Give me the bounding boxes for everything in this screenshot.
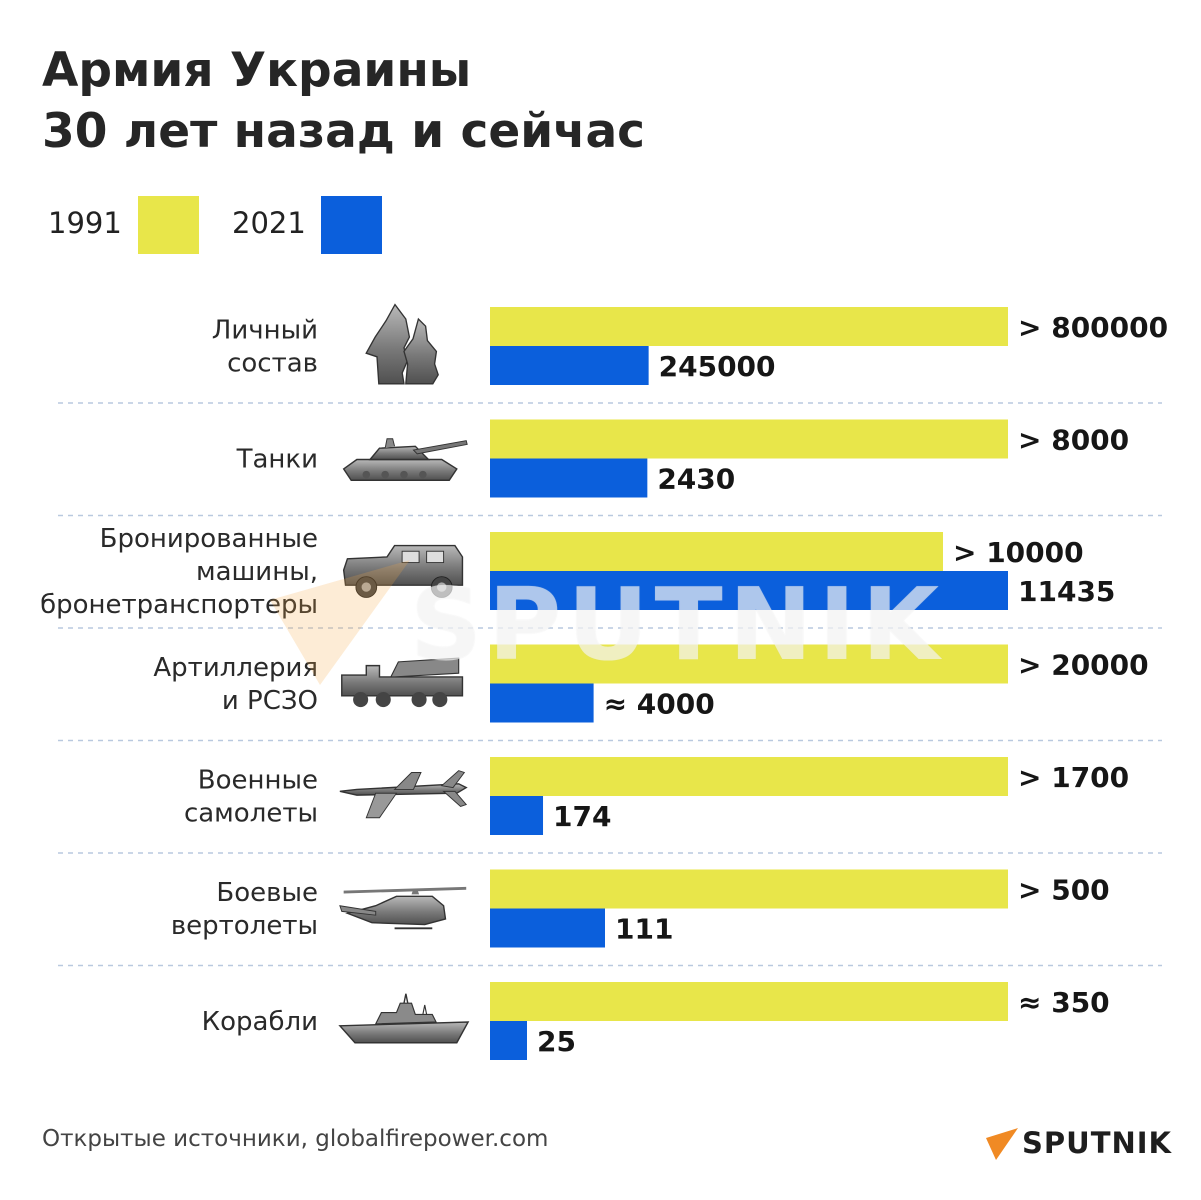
bar-1991 bbox=[490, 419, 1008, 459]
bar-2021 bbox=[490, 571, 1008, 610]
category-label: Военные самолеты bbox=[184, 766, 318, 829]
sputnik-arrow-icon bbox=[986, 1128, 1018, 1160]
category-label: Танки bbox=[236, 445, 318, 475]
value-label-1991: > 8000 bbox=[1018, 424, 1129, 457]
category-label-line: бронетранспортеры bbox=[40, 590, 318, 620]
category-label-line: Личный bbox=[212, 316, 318, 346]
bar-1991 bbox=[490, 757, 1008, 796]
category-label: Корабли bbox=[202, 1007, 318, 1037]
legend-swatch-1991 bbox=[138, 196, 199, 254]
brand-text: SPUTNIK bbox=[1022, 1126, 1173, 1160]
category-label: Боевые вертолеты bbox=[171, 878, 318, 941]
value-label-2021: ≈ 4000 bbox=[604, 688, 715, 721]
chart-row: Корабли ≈ 350 25 bbox=[202, 982, 1110, 1060]
chart-title: Армия Украины 30 лет назад и сейчас bbox=[42, 40, 645, 162]
category-label-line: Артиллерия bbox=[153, 653, 318, 683]
ship-icon bbox=[339, 992, 469, 1044]
value-label-2021: 2430 bbox=[657, 463, 735, 496]
source-note: Открытые источники, globalfirepower.com bbox=[42, 1126, 549, 1152]
category-label-line: Корабли bbox=[202, 1007, 318, 1037]
value-label-2021: 174 bbox=[553, 800, 611, 833]
armored-vehicle-icon bbox=[342, 544, 464, 599]
bar-2021 bbox=[490, 1021, 527, 1060]
category-label-line: и РСЗО bbox=[222, 686, 318, 716]
tank-icon bbox=[342, 437, 468, 482]
helicopter-icon bbox=[338, 885, 468, 930]
value-label-1991: > 800000 bbox=[1018, 311, 1168, 344]
value-label-1991: > 20000 bbox=[1018, 649, 1149, 682]
category-label: Бронированные машины, бронетранспортеры bbox=[40, 524, 318, 620]
bar-2021 bbox=[490, 796, 544, 835]
chart-row: Военные самолеты > 1700 174 bbox=[58, 757, 1162, 854]
chart-row: Бронированные машины, бронетранспортеры > 1… bbox=[40, 524, 1162, 629]
value-label-2021: 11435 bbox=[1018, 575, 1115, 608]
bar-1991 bbox=[490, 532, 943, 571]
value-label-1991: ≈ 350 bbox=[1018, 986, 1110, 1019]
category-label: Артиллерия и РСЗО bbox=[153, 653, 318, 716]
category-label-line: самолеты bbox=[184, 799, 318, 829]
chart-row: Боевые вертолеты > 500 111 bbox=[58, 869, 1162, 967]
legend-label-1991: 1991 bbox=[48, 206, 122, 240]
soldiers-icon bbox=[365, 303, 440, 385]
category-label-line: Боевые bbox=[216, 878, 318, 908]
bar-1991 bbox=[490, 307, 1008, 346]
chart-row: Танки > 8000 2430 bbox=[58, 419, 1162, 517]
bar-2021 bbox=[490, 346, 649, 385]
bar-2021 bbox=[490, 458, 648, 498]
bar-1991 bbox=[490, 982, 1008, 1021]
category-label-line: Танки bbox=[236, 445, 318, 475]
category-label-line: состав bbox=[227, 349, 318, 379]
value-label-1991: > 500 bbox=[1018, 874, 1110, 907]
chart-row: Личный состав > 800000 245000 bbox=[58, 303, 1168, 404]
value-label-2021: 25 bbox=[537, 1025, 576, 1058]
value-label-1991: > 1700 bbox=[1018, 761, 1129, 794]
category-label-line: Бронированные bbox=[100, 524, 318, 554]
airplane-icon bbox=[339, 769, 468, 819]
bar-2021 bbox=[490, 683, 594, 723]
bar-1991 bbox=[490, 644, 1008, 684]
category-label-line: Военные bbox=[198, 766, 318, 796]
category-label-line: машины, bbox=[196, 557, 318, 587]
bar-1991 bbox=[490, 869, 1008, 909]
value-label-1991: > 10000 bbox=[953, 536, 1084, 569]
bar-2021 bbox=[490, 908, 605, 948]
category-label: Личный состав bbox=[212, 316, 318, 379]
legend-label-2021: 2021 bbox=[232, 206, 306, 240]
chart-row: Артиллерия и РСЗО > 20000 ≈ 4000 bbox=[58, 644, 1162, 742]
category-label-line: вертолеты bbox=[171, 911, 318, 941]
title-line-2: 30 лет назад и сейчас bbox=[42, 104, 646, 159]
title-line-1: Армия Украины bbox=[42, 43, 472, 98]
value-label-2021: 245000 bbox=[659, 350, 776, 383]
value-label-2021: 111 bbox=[615, 913, 673, 946]
legend-swatch-2021 bbox=[321, 196, 382, 254]
artillery-icon bbox=[340, 657, 464, 708]
